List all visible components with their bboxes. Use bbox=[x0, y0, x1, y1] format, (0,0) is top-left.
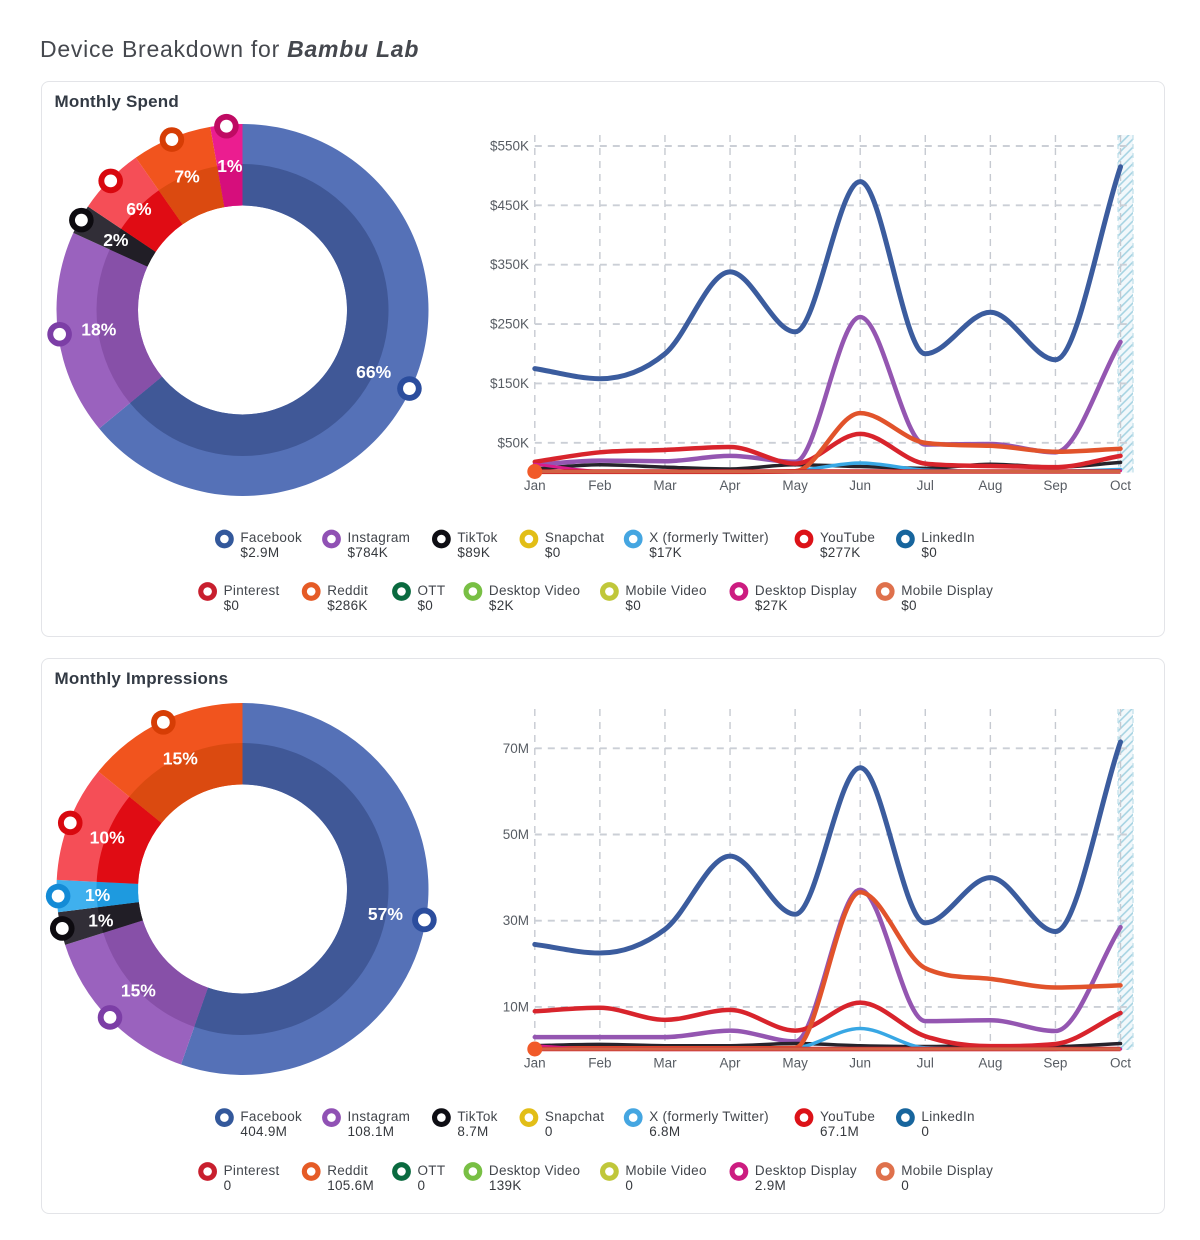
svg-text:15%: 15% bbox=[163, 749, 198, 769]
svg-text:Apr: Apr bbox=[720, 478, 742, 493]
svg-text:50M: 50M bbox=[503, 827, 529, 842]
svg-text:$450K: $450K bbox=[490, 198, 529, 213]
svg-text:Jan: Jan bbox=[524, 478, 546, 493]
svg-text:30M: 30M bbox=[503, 913, 529, 928]
svg-text:57%: 57% bbox=[368, 904, 403, 924]
svg-text:Mar: Mar bbox=[653, 1056, 677, 1071]
svg-text:$250K: $250K bbox=[490, 317, 529, 332]
svg-text:1%: 1% bbox=[85, 885, 111, 905]
svg-text:Sep: Sep bbox=[1043, 1056, 1067, 1071]
svg-text:Feb: Feb bbox=[588, 478, 611, 493]
svg-text:1%: 1% bbox=[88, 911, 114, 931]
svg-text:7%: 7% bbox=[174, 167, 200, 187]
svg-text:1%: 1% bbox=[217, 156, 243, 176]
svg-text:Aug: Aug bbox=[978, 478, 1002, 493]
svg-text:$50K: $50K bbox=[497, 435, 529, 450]
svg-text:Mar: Mar bbox=[653, 478, 677, 493]
svg-text:Oct: Oct bbox=[1110, 1056, 1131, 1071]
svg-text:6%: 6% bbox=[126, 199, 152, 219]
svg-text:Jul: Jul bbox=[917, 1056, 934, 1071]
svg-text:Jan: Jan bbox=[524, 1056, 546, 1071]
svg-text:$350K: $350K bbox=[490, 257, 529, 272]
svg-text:May: May bbox=[782, 1056, 808, 1071]
svg-text:Aug: Aug bbox=[978, 1056, 1002, 1071]
svg-text:15%: 15% bbox=[121, 980, 156, 1000]
svg-text:18%: 18% bbox=[81, 320, 116, 340]
svg-text:May: May bbox=[782, 478, 808, 493]
svg-text:Apr: Apr bbox=[720, 1056, 742, 1071]
svg-text:10M: 10M bbox=[503, 999, 529, 1014]
svg-text:Sep: Sep bbox=[1043, 478, 1067, 493]
svg-text:10%: 10% bbox=[90, 828, 125, 848]
svg-text:Jul: Jul bbox=[917, 478, 934, 493]
svg-text:Feb: Feb bbox=[588, 1056, 611, 1071]
svg-text:Jun: Jun bbox=[849, 478, 871, 493]
svg-text:$150K: $150K bbox=[490, 376, 529, 391]
svg-text:2%: 2% bbox=[103, 230, 129, 250]
svg-text:$550K: $550K bbox=[490, 139, 529, 154]
svg-text:66%: 66% bbox=[356, 362, 391, 382]
svg-text:Oct: Oct bbox=[1110, 478, 1131, 493]
svg-text:70M: 70M bbox=[503, 741, 529, 756]
svg-text:Jun: Jun bbox=[849, 1056, 871, 1071]
